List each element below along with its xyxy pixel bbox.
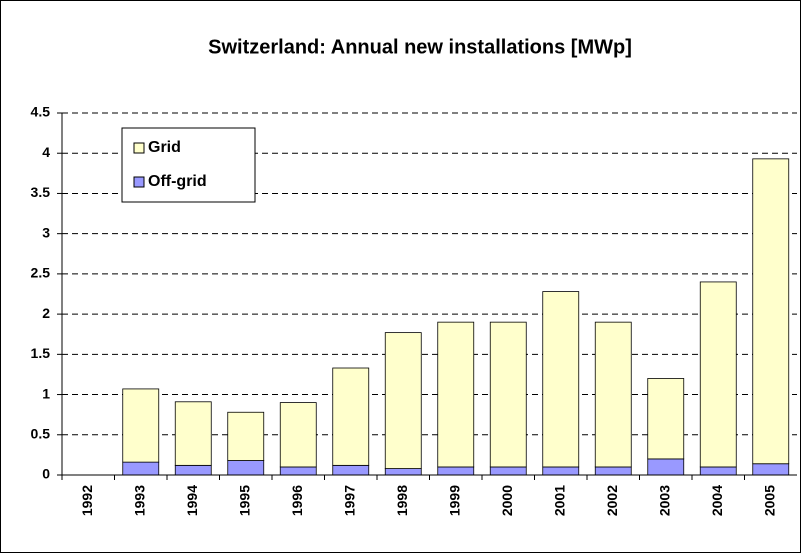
- bar-segment: [542, 466, 580, 476]
- x-tick-label: 2005: [761, 485, 777, 516]
- x-tick-label: 1997: [341, 485, 357, 516]
- bar-segment: [594, 321, 632, 468]
- legend-box: [121, 127, 256, 203]
- bar-segment: [489, 466, 527, 476]
- bar-segment: [647, 458, 685, 476]
- bar-segment: [174, 401, 212, 466]
- bar-segment: [332, 464, 370, 476]
- x-tick-label: 1999: [446, 485, 462, 516]
- x-tick-label: 2002: [604, 485, 620, 516]
- y-tick-label: 2.5: [31, 265, 51, 281]
- y-tick-label: 4: [42, 144, 50, 160]
- y-tick-label: 1.5: [31, 345, 51, 361]
- y-tick-label: 3: [42, 224, 50, 240]
- x-tick-label: 2003: [656, 485, 672, 516]
- y-tick-label: 0: [42, 466, 50, 482]
- bar-segment: [384, 468, 422, 476]
- bar-segment: [699, 281, 737, 468]
- y-tick-label: 2: [42, 305, 50, 321]
- x-tick-label: 2000: [499, 485, 515, 516]
- bar-segment: [437, 321, 475, 468]
- bar-segment: [332, 367, 370, 466]
- bar-segment: [699, 466, 737, 476]
- x-tick-label: 1994: [184, 485, 200, 516]
- bar-segment: [122, 461, 160, 476]
- bar-segment: [174, 464, 212, 476]
- x-tick-label: 2001: [551, 485, 567, 516]
- y-tick-label: 1: [42, 385, 50, 401]
- x-tick-label: 1995: [236, 485, 252, 516]
- bar-segment: [122, 388, 160, 463]
- bar-segment: [752, 463, 790, 476]
- bar-segment: [437, 466, 475, 476]
- x-tick-label: 2004: [709, 485, 725, 516]
- y-tick-label: 4.5: [31, 104, 51, 120]
- bar-segment: [279, 402, 317, 468]
- bar-segment: [647, 378, 685, 460]
- chart-title: Switzerland: Annual new installations [M…: [208, 36, 632, 58]
- x-tick-label: 1993: [131, 485, 147, 516]
- bar-segment: [227, 411, 265, 461]
- y-tick-label: 3.5: [31, 184, 51, 200]
- bar-segment: [279, 466, 317, 476]
- legend-label: Grid: [148, 139, 181, 156]
- legend-swatch: [133, 142, 145, 154]
- bar-segment: [594, 466, 632, 476]
- bar-segment: [542, 291, 580, 468]
- x-tick-label: 1996: [289, 485, 305, 516]
- bar-segment: [227, 460, 265, 476]
- bar-segment: [752, 158, 790, 465]
- x-tick-label: 1998: [394, 485, 410, 516]
- x-tick-label: 1992: [79, 485, 95, 516]
- bar-segment: [489, 321, 527, 468]
- y-tick-label: 0.5: [31, 425, 51, 441]
- legend-swatch: [133, 176, 145, 188]
- legend-label: Off-grid: [148, 173, 207, 190]
- bar-segment: [384, 332, 422, 469]
